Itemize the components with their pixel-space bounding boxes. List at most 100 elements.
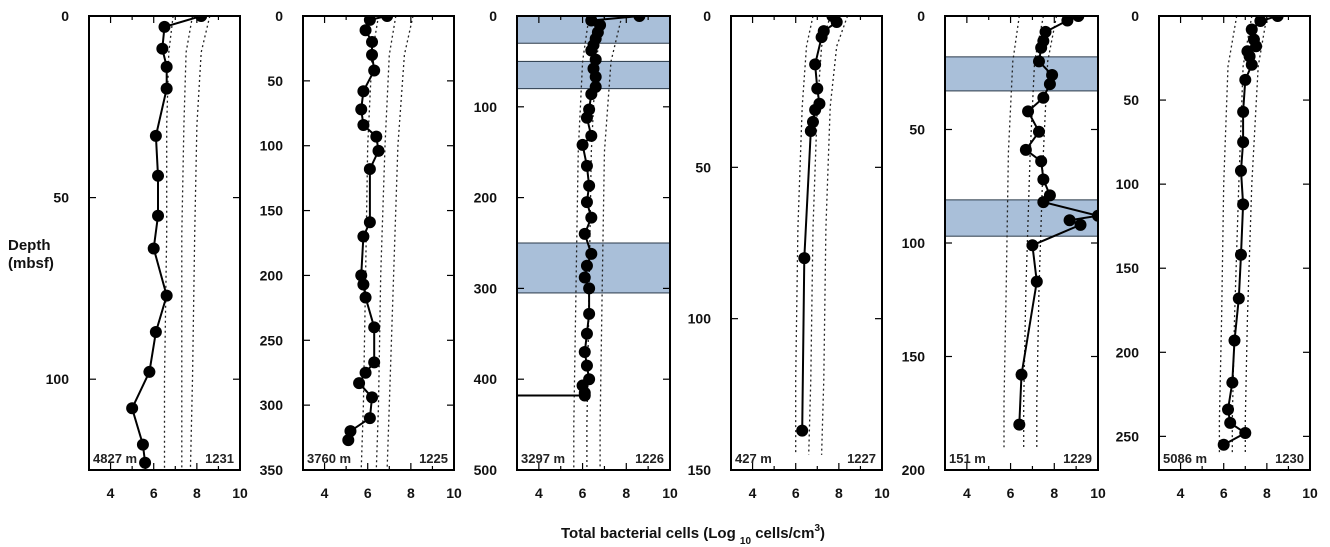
data-point — [152, 169, 165, 182]
x-tick-label: 8 — [407, 485, 415, 501]
x-tick-label: 4 — [321, 485, 329, 501]
ylabel-line2: (mbsf) — [8, 255, 54, 272]
data-point — [1237, 198, 1250, 211]
x-tick-label: 4 — [107, 485, 115, 501]
data-point — [1072, 16, 1085, 22]
xlabel-pre: Total bacterial cells (Log — [561, 525, 740, 542]
guide-curve-1 — [360, 16, 380, 470]
data-point — [1063, 214, 1076, 227]
y-tick-label: 200 — [1116, 344, 1140, 360]
data-point — [353, 377, 366, 390]
data-point — [1228, 334, 1241, 347]
x-tick-label: 8 — [1050, 485, 1058, 501]
data-point — [1022, 105, 1035, 118]
data-point — [583, 307, 596, 320]
data-point — [147, 242, 160, 255]
data-point — [359, 24, 372, 37]
data-point — [366, 391, 379, 404]
data-point — [1035, 155, 1048, 168]
water-depth-label: 3760 m — [307, 451, 351, 466]
data-point — [585, 88, 598, 101]
guide-curves — [1003, 16, 1058, 448]
y-tick-label: 150 — [260, 203, 284, 219]
x-tick-label: 8 — [193, 485, 201, 501]
y-tick-label: 50 — [695, 159, 711, 175]
guide-curve-3 — [386, 16, 414, 470]
data-point — [344, 425, 357, 438]
data-point — [1037, 196, 1050, 209]
data-point — [576, 138, 589, 151]
site-label: 1229 — [1063, 451, 1092, 466]
data-point — [139, 456, 152, 469]
guide-curves — [163, 16, 211, 470]
data-point — [1032, 55, 1045, 68]
y-tick-label: 100 — [46, 371, 70, 387]
data-point — [806, 115, 819, 128]
data-point — [1032, 125, 1045, 138]
data-point — [363, 16, 376, 26]
site-label: 1226 — [635, 451, 664, 466]
y-tick-label: 50 — [1123, 92, 1139, 108]
data-point — [1092, 209, 1098, 222]
data-point — [359, 291, 372, 304]
x-tick-label: 10 — [1090, 485, 1106, 501]
data-point — [633, 16, 646, 22]
panel-frame — [302, 15, 455, 471]
data-point — [363, 216, 376, 229]
data-point — [580, 159, 593, 172]
x-tick-label: 4 — [1177, 485, 1185, 501]
guide-curve-1 — [795, 16, 814, 455]
y-tick-label: 350 — [260, 462, 284, 478]
data-point — [154, 515, 166, 527]
guide-curve-3 — [1244, 16, 1268, 454]
x-tick-label: 4 — [535, 485, 543, 501]
data-point — [143, 365, 156, 378]
data-point — [342, 434, 355, 447]
data-point — [585, 44, 598, 57]
data-series — [1217, 16, 1284, 451]
panel-frame — [516, 15, 671, 471]
data-point — [368, 321, 381, 334]
data-point — [1222, 403, 1235, 416]
y-tick-label: 100 — [902, 235, 926, 251]
data-point — [578, 345, 591, 358]
data-point — [1234, 164, 1247, 177]
site-label: 1227 — [847, 451, 876, 466]
data-point — [357, 278, 370, 291]
data-point — [580, 196, 593, 209]
data-point — [811, 82, 824, 95]
guide-curve-1 — [163, 16, 174, 470]
site-label: 1231 — [205, 451, 234, 466]
data-point — [156, 42, 169, 55]
x-tick-label: 8 — [1263, 485, 1271, 501]
y-tick-label: 250 — [260, 332, 284, 348]
y-tick-label: 0 — [1131, 8, 1139, 24]
x-tick-label: 10 — [662, 485, 678, 501]
shaded-interval-2 — [944, 199, 1099, 237]
x-tick-label: 10 — [232, 485, 248, 501]
data-point — [372, 144, 385, 157]
data-point — [1254, 16, 1267, 28]
x-tick-label: 6 — [364, 485, 372, 501]
data-point — [578, 389, 591, 402]
site-label: 1230 — [1275, 451, 1304, 466]
ylabel-line1: Depth — [8, 237, 51, 254]
guide-curve-1 — [1218, 16, 1238, 454]
x-tick-label: 6 — [1220, 485, 1228, 501]
y-tick-label: 50 — [53, 190, 69, 206]
data-point — [1234, 248, 1247, 261]
water-depth-label: 5086 m — [1163, 451, 1207, 466]
data-point — [1037, 91, 1050, 104]
y-tick-label: 250 — [1116, 428, 1140, 444]
data-series — [1013, 16, 1098, 431]
guide-curve-3 — [189, 16, 211, 470]
data-point — [1217, 438, 1230, 451]
x-tick-label: 4 — [963, 485, 971, 501]
data-point — [1074, 218, 1087, 231]
y-tick-label: 100 — [688, 311, 712, 327]
data-point — [357, 118, 370, 131]
